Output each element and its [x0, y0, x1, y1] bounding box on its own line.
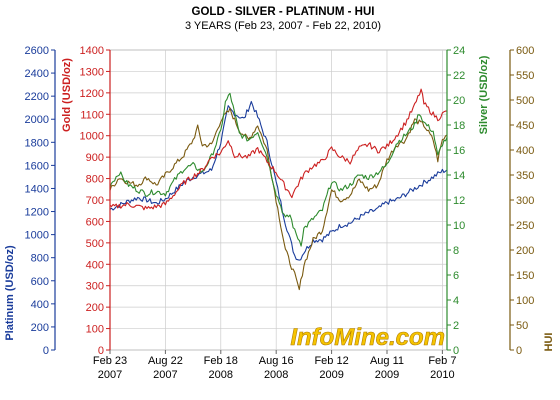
hui-tick-label: 400	[516, 145, 534, 157]
hui-tick-label: 250	[516, 220, 534, 232]
series-line-gold	[109, 88, 447, 211]
x-tick-year: 2008	[264, 369, 288, 381]
hui-tick-label: 500	[516, 95, 534, 107]
x-tick-month: Aug 11	[370, 355, 404, 367]
x-tick-month: Feb 12	[314, 355, 348, 367]
platinum-tick-label: 600	[31, 276, 49, 288]
hui-tick-label: 100	[516, 295, 534, 307]
chart-subtitle: 3 YEARS (Feb 23, 2007 - Feb 22, 2010)	[185, 20, 381, 32]
x-tick-month: Feb 23	[93, 355, 127, 367]
silver-tick-label: 20	[453, 95, 465, 107]
gold-tick-label: 900	[86, 152, 104, 164]
gold-tick-label: 800	[86, 174, 104, 186]
gold-tick-label: 1400	[80, 45, 104, 57]
silver-axis-label: Silver (USD/oz)	[478, 55, 490, 134]
gold-tick-label: 500	[86, 238, 104, 250]
gold-tick-label: 1000	[80, 131, 104, 143]
silver-tick-label: 18	[453, 120, 465, 132]
platinum-tick-label: 1000	[25, 230, 49, 242]
gold-tick-label: 100	[86, 324, 104, 336]
platinum-tick-label: 200	[31, 322, 49, 334]
series-line-hui	[109, 107, 448, 291]
x-tick-year: 2009	[375, 369, 399, 381]
silver-tick-label: 24	[453, 45, 465, 57]
x-tick-year: 2007	[98, 369, 122, 381]
silver-tick-label: 2	[453, 320, 459, 332]
gold-tick-label: 600	[86, 216, 104, 228]
x-tick-year: 2010	[430, 369, 454, 381]
platinum-tick-label: 2600	[25, 45, 49, 57]
silver-tick-label: 16	[453, 145, 465, 157]
platinum-tick-label: 2000	[25, 114, 49, 126]
watermark-logo: InfoMine.com	[290, 324, 445, 351]
silver-tick-label: 4	[453, 295, 459, 307]
x-tick-year: 2008	[209, 369, 233, 381]
hui-tick-label: 450	[516, 120, 534, 132]
gold-tick-label: 300	[86, 281, 104, 293]
x-tick-month: Aug 22	[148, 355, 183, 367]
silver-tick-label: 6	[453, 270, 459, 282]
gold-tick-label: 200	[86, 302, 104, 314]
gold-tick-label: 1200	[80, 88, 104, 100]
hui-tick-label: 600	[516, 45, 534, 57]
x-tick-year: 2009	[319, 369, 343, 381]
x-tick-month: Feb 18	[204, 355, 238, 367]
x-tick-month: Feb 7	[428, 355, 456, 367]
hui-tick-label: 300	[516, 195, 534, 207]
platinum-tick-label: 1200	[25, 207, 49, 219]
platinum-tick-label: 800	[31, 253, 49, 265]
hui-tick-label: 200	[516, 245, 534, 257]
hui-tick-label: 50	[516, 320, 528, 332]
silver-tick-label: 12	[453, 195, 465, 207]
chart-title: GOLD - SILVER - PLATINUM - HUI	[192, 6, 375, 18]
silver-tick-label: 0	[453, 345, 459, 357]
x-tick-month: Aug 16	[259, 355, 294, 367]
silver-tick-label: 8	[453, 245, 459, 257]
silver-tick-label: 22	[453, 70, 465, 82]
hui-tick-label: 150	[516, 270, 534, 282]
hui-axis-label: HUI	[543, 333, 555, 352]
x-tick-year: 2007	[153, 369, 177, 381]
gold-tick-label: 700	[86, 195, 104, 207]
hui-tick-label: 550	[516, 70, 534, 82]
platinum-tick-label: 1400	[25, 183, 49, 195]
hui-tick-label: 0	[516, 345, 522, 357]
platinum-tick-label: 2200	[25, 91, 49, 103]
platinum-tick-label: 1600	[25, 160, 49, 172]
gold-tick-label: 0	[98, 345, 104, 357]
platinum-tick-label: 0	[43, 345, 49, 357]
platinum-tick-label: 1800	[25, 137, 49, 149]
platinum-tick-label: 2400	[25, 68, 49, 80]
gold-tick-label: 1300	[80, 66, 104, 78]
series-line-platinum	[109, 100, 448, 261]
hui-tick-label: 350	[516, 170, 534, 182]
silver-tick-label: 10	[453, 220, 465, 232]
platinum-axis-label: Platinum (USD/oz)	[4, 245, 16, 341]
gold-axis-label: Gold (USD/oz)	[61, 58, 73, 132]
silver-tick-label: 14	[453, 170, 465, 182]
series-layer	[109, 88, 448, 291]
gold-tick-label: 1100	[80, 109, 104, 121]
gold-tick-label: 400	[86, 259, 104, 271]
series-line-silver	[109, 92, 448, 247]
axes-layer: 0200400600800100012001400160018002000220…	[25, 45, 535, 357]
platinum-tick-label: 400	[31, 299, 49, 311]
x-axis-ticks: Feb 23 2007 Aug 22 2007 Feb 18 2008 Aug 16 2008…	[93, 350, 456, 381]
